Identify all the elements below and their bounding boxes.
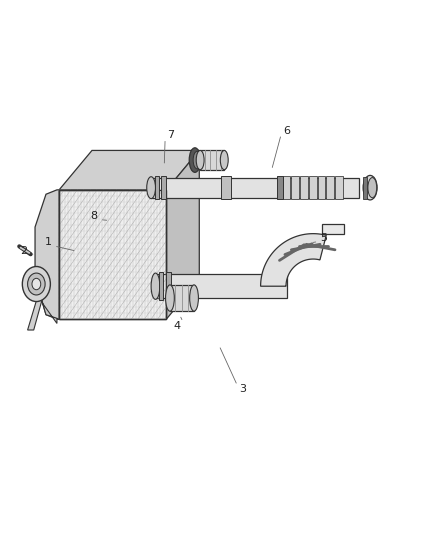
Polygon shape (261, 233, 326, 286)
Bar (326, 176, 334, 199)
Bar (291, 176, 299, 199)
Bar (221, 176, 231, 199)
Ellipse shape (32, 278, 41, 290)
Bar (166, 272, 171, 300)
Ellipse shape (196, 150, 204, 169)
Ellipse shape (147, 177, 155, 199)
Ellipse shape (193, 151, 201, 169)
Bar (309, 176, 317, 199)
Bar (59, 190, 166, 319)
Bar (151, 177, 359, 198)
Ellipse shape (363, 175, 377, 200)
Bar (363, 177, 367, 199)
Ellipse shape (368, 177, 377, 198)
Polygon shape (59, 150, 199, 190)
Bar (300, 176, 308, 199)
Text: 7: 7 (167, 130, 174, 140)
Text: 8: 8 (91, 211, 98, 221)
Ellipse shape (220, 150, 228, 169)
Bar (318, 176, 325, 199)
Bar (277, 176, 283, 199)
Ellipse shape (189, 148, 201, 172)
Bar (283, 176, 290, 199)
Polygon shape (35, 278, 59, 324)
Text: 4: 4 (174, 321, 181, 330)
Polygon shape (28, 288, 46, 330)
Bar (155, 274, 287, 298)
Text: 6: 6 (283, 126, 290, 136)
Ellipse shape (190, 285, 198, 311)
Text: 2: 2 (21, 246, 28, 256)
Ellipse shape (166, 285, 174, 311)
Bar (155, 176, 159, 199)
Bar (161, 176, 166, 199)
Bar (335, 176, 343, 199)
Text: 1: 1 (45, 237, 52, 247)
Polygon shape (35, 190, 59, 319)
Bar (59, 190, 166, 319)
Bar (322, 224, 344, 233)
Bar (200, 150, 224, 169)
Bar (170, 285, 194, 311)
Bar (159, 272, 163, 300)
Ellipse shape (151, 273, 160, 300)
Ellipse shape (28, 273, 45, 295)
Polygon shape (166, 150, 199, 319)
Text: 3: 3 (240, 384, 247, 394)
Ellipse shape (22, 266, 50, 302)
Text: 5: 5 (321, 233, 328, 243)
